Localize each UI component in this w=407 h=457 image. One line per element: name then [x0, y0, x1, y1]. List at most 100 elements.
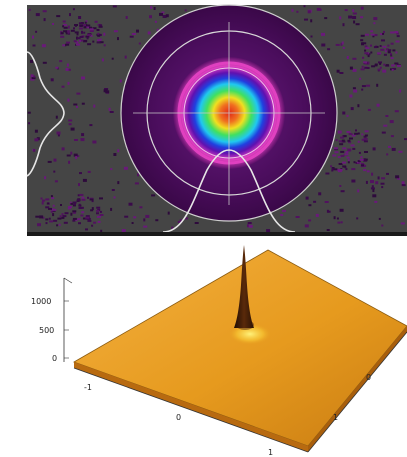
- noise-speckle: [346, 131, 351, 133]
- noise-speckle: [63, 30, 68, 33]
- noise-speckle: [79, 24, 84, 27]
- noise-speckle: [304, 224, 309, 228]
- noise-speckle: [52, 213, 55, 217]
- noise-speckle: [67, 81, 70, 85]
- noise-speckle: [137, 173, 139, 177]
- noise-speckle: [325, 172, 330, 175]
- noise-speckle: [357, 160, 361, 163]
- noise-speckle: [358, 151, 361, 154]
- noise-speckle: [110, 168, 113, 171]
- noise-speckle: [117, 181, 120, 185]
- noise-speckle: [66, 30, 70, 33]
- noise-speckle: [35, 215, 40, 218]
- noise-speckle: [97, 32, 100, 35]
- noise-speckle: [80, 214, 84, 217]
- noise-speckle: [350, 144, 355, 147]
- noise-speckle: [380, 33, 384, 36]
- noise-speckle: [161, 11, 165, 14]
- noise-speckle: [364, 66, 368, 69]
- noise-speckle: [340, 136, 345, 139]
- noise-speckle: [50, 210, 53, 213]
- noise-speckle: [354, 132, 359, 135]
- noise-speckle: [68, 119, 73, 122]
- noise-speckle: [372, 189, 375, 192]
- noise-speckle: [50, 195, 53, 198]
- noise-speckle: [337, 221, 341, 224]
- noise-speckle: [315, 213, 319, 217]
- noise-speckle: [361, 133, 364, 136]
- noise-speckle: [378, 217, 381, 220]
- noise-speckle: [105, 90, 110, 94]
- noise-speckle: [77, 194, 80, 197]
- noise-speckle: [27, 111, 31, 114]
- noise-speckle: [349, 66, 353, 70]
- noise-speckle: [42, 199, 46, 202]
- noise-speckle: [349, 94, 353, 98]
- noise-speckle: [64, 212, 69, 215]
- noise-speckle: [73, 153, 78, 157]
- noise-speckle: [342, 147, 347, 150]
- noise-speckle: [76, 43, 80, 46]
- noise-speckle: [49, 220, 54, 223]
- noise-speckle: [341, 139, 345, 142]
- noise-speckle: [366, 67, 370, 69]
- noise-speckle: [395, 31, 399, 33]
- noise-speckle: [374, 34, 378, 37]
- noise-speckle: [96, 209, 100, 212]
- noise-speckle: [304, 18, 308, 21]
- noise-speckle: [340, 42, 343, 46]
- noise-speckle: [79, 172, 82, 175]
- noise-speckle: [70, 202, 74, 205]
- noise-speckle: [85, 228, 88, 231]
- beam-profile-panel: [26, 4, 407, 233]
- noise-speckle: [69, 201, 72, 204]
- noise-speckle: [356, 217, 359, 220]
- noise-speckle: [96, 206, 101, 209]
- noise-speckle: [129, 35, 134, 38]
- noise-speckle: [365, 33, 369, 36]
- noise-speckle: [91, 207, 94, 211]
- noise-speckle: [117, 37, 119, 41]
- y-tick-label: 0: [366, 373, 371, 382]
- noise-speckle: [381, 224, 384, 227]
- noise-speckle: [145, 214, 150, 218]
- noise-speckle: [68, 206, 73, 208]
- noise-speckle: [381, 131, 386, 134]
- noise-speckle: [32, 35, 34, 39]
- noise-speckle: [78, 16, 82, 19]
- noise-speckle: [359, 158, 364, 161]
- noise-speckle: [342, 161, 346, 164]
- noise-speckle: [366, 61, 370, 65]
- noise-speckle: [108, 107, 111, 111]
- noise-speckle: [372, 194, 377, 198]
- noise-speckle: [61, 213, 64, 216]
- noise-speckle: [72, 210, 77, 213]
- noise-speckle: [363, 137, 368, 140]
- noise-speckle: [382, 32, 385, 35]
- noise-speckle: [371, 185, 374, 189]
- noise-speckle: [359, 77, 362, 80]
- noise-speckle: [96, 41, 101, 44]
- noise-speckle: [151, 194, 156, 197]
- noise-speckle: [154, 20, 157, 23]
- noise-speckle: [73, 40, 77, 43]
- noise-speckle: [80, 138, 85, 142]
- noise-speckle: [63, 221, 68, 224]
- noise-speckle: [72, 211, 76, 214]
- noise-speckle: [56, 224, 59, 227]
- noise-speckle: [110, 207, 113, 211]
- noise-speckle: [321, 43, 326, 47]
- noise-speckle: [348, 15, 353, 19]
- noise-speckle: [42, 61, 47, 64]
- noise-speckle: [395, 51, 398, 54]
- noise-speckle: [392, 67, 397, 70]
- noise-speckle: [352, 87, 356, 90]
- x-tick-label: 1: [268, 448, 273, 457]
- noise-speckle: [65, 43, 70, 46]
- noise-speckle: [149, 15, 152, 19]
- noise-speckle: [67, 98, 70, 102]
- noise-speckle: [389, 120, 394, 124]
- noise-speckle: [383, 30, 385, 33]
- noise-speckle: [364, 52, 369, 55]
- noise-speckle: [360, 39, 364, 42]
